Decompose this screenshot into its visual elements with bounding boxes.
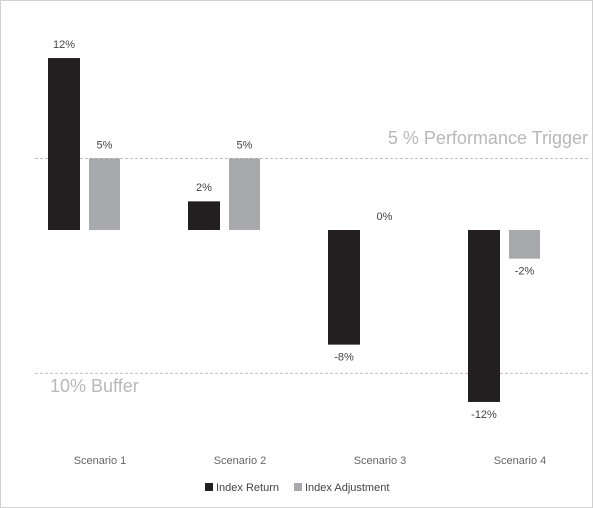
legend-swatch [294, 483, 302, 491]
bar [48, 58, 80, 230]
value-label: 0% [377, 211, 393, 223]
bar [229, 158, 260, 230]
reference-label: 10% Buffer [50, 376, 139, 396]
bar [468, 230, 500, 402]
x-tick-label: Scenario 4 [494, 455, 547, 467]
x-tick-label: Scenario 1 [74, 455, 127, 467]
x-tick-label: Scenario 2 [214, 455, 267, 467]
bar [89, 158, 120, 230]
reference-label: 5 % Performance Trigger [388, 128, 588, 148]
value-label: 5% [237, 139, 253, 151]
value-label: -8% [334, 352, 354, 364]
value-label: -12% [471, 409, 497, 421]
bar [509, 230, 540, 259]
legend-label: Index Return [216, 482, 279, 494]
bar [328, 230, 360, 345]
legend-swatch [205, 483, 213, 491]
value-label: -2% [515, 266, 535, 278]
value-label: 5% [97, 139, 113, 151]
legend-label: Index Adjustment [305, 482, 389, 494]
x-tick-label: Scenario 3 [354, 455, 407, 467]
bar [188, 201, 220, 230]
value-label: 2% [196, 182, 212, 194]
value-label: 12% [53, 39, 75, 51]
